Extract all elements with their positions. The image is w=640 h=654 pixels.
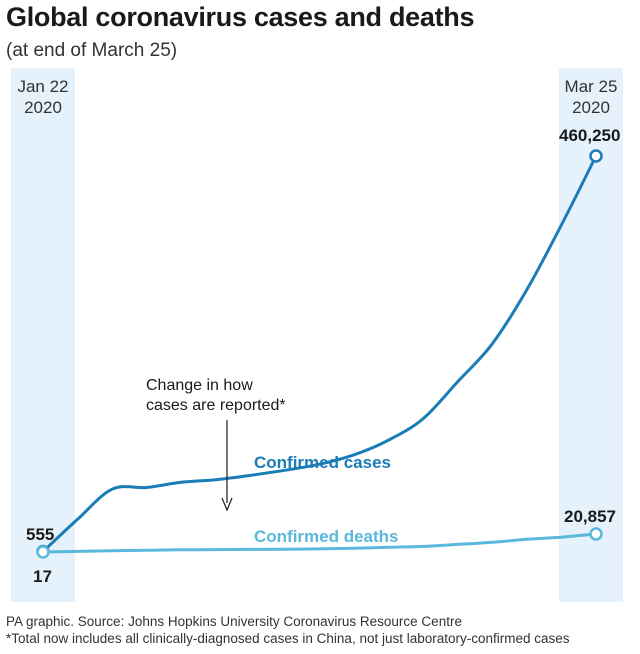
cases-start-value-label: 555 bbox=[26, 525, 54, 544]
annotation-line2: cases are reported* bbox=[146, 397, 286, 414]
annotation-line1: Change in how bbox=[146, 377, 253, 394]
deaths-series-label: Confirmed deaths bbox=[254, 527, 399, 546]
footer-note: *Total now includes all clinically-diagn… bbox=[6, 631, 570, 646]
start-date-label: Jan 22 2020 bbox=[11, 76, 75, 118]
cases-series-label: Confirmed cases bbox=[254, 453, 391, 472]
start-date-year: 2020 bbox=[24, 98, 62, 117]
deaths-end-value-label: 20,857 bbox=[564, 507, 616, 526]
end-date-year: 2020 bbox=[572, 98, 610, 117]
end-date-label: Mar 25 2020 bbox=[559, 76, 623, 118]
start-date-month: Jan 22 bbox=[17, 77, 69, 96]
annotation-arrow-head bbox=[221, 497, 233, 512]
deaths-series-line bbox=[42, 532, 597, 554]
deaths-start-value-label: 17 bbox=[33, 567, 52, 586]
cases-end-value-label: 460,250 bbox=[559, 126, 620, 145]
deaths-end-marker bbox=[589, 527, 603, 541]
chart-subtitle: (at end of March 25) bbox=[6, 40, 178, 61]
deaths-start-marker bbox=[36, 545, 50, 559]
chart-title: Global coronavirus cases and deaths bbox=[6, 2, 475, 32]
cases-end-marker bbox=[589, 149, 603, 163]
cases-series-line bbox=[41, 155, 598, 553]
footer-source: PA graphic. Source: Johns Hopkins Univer… bbox=[6, 614, 462, 629]
end-date-month: Mar 25 bbox=[564, 77, 618, 96]
start-date-band bbox=[11, 68, 75, 602]
